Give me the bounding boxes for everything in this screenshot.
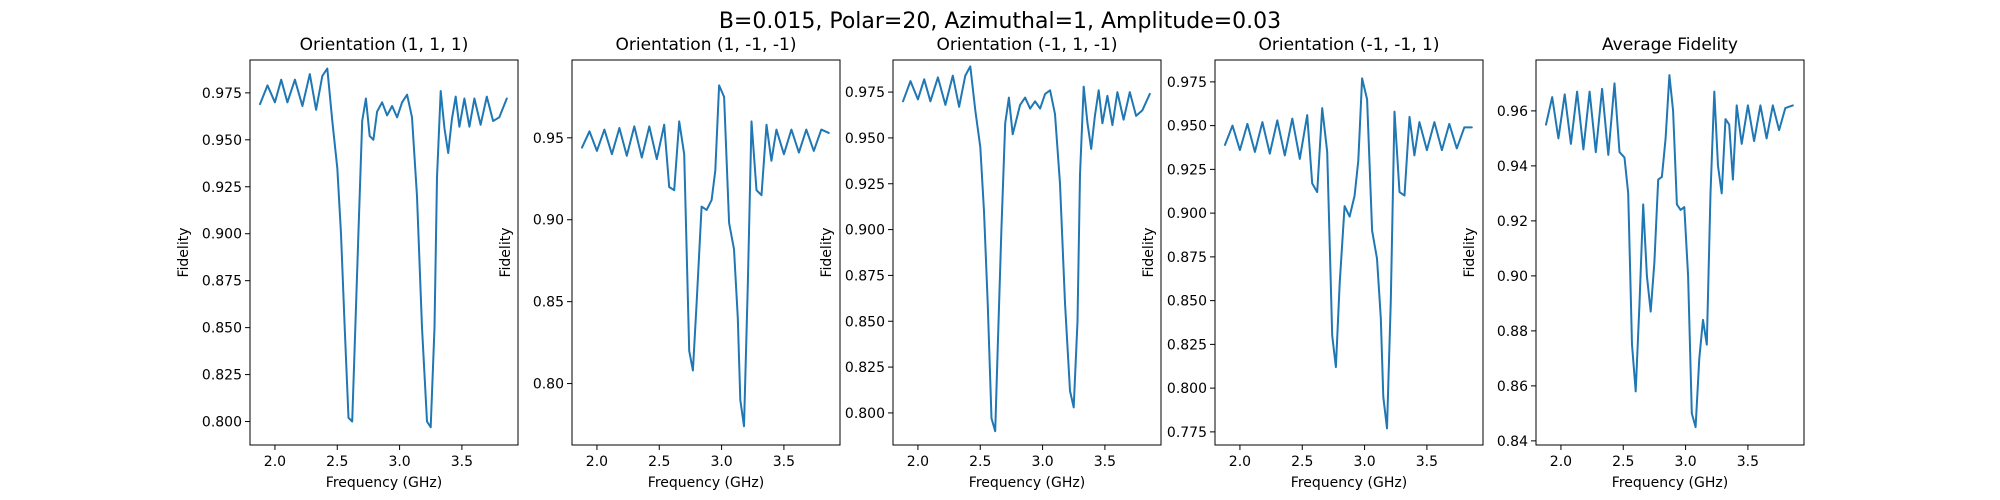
plot-frame bbox=[1535, 59, 1805, 446]
y-tick-label: 0.875 bbox=[202, 274, 242, 290]
subplot-2: Orientation (1, -1, -1) 2.0 2.5 3.0 3.5 0.80 0… bbox=[498, 35, 841, 491]
y-tick-label: 0.94 bbox=[1497, 159, 1528, 175]
y-tick-label: 0.80 bbox=[533, 377, 564, 393]
x-tick-label: 2.5 bbox=[648, 454, 670, 470]
y-axis-label: Fidelity bbox=[176, 228, 192, 278]
figure-suptitle: B=0.015, Polar=20, Azimuthal=1, Amplitud… bbox=[719, 9, 1281, 34]
series-line bbox=[259, 67, 508, 429]
x-axis-label: Frequency (GHz) bbox=[1612, 475, 1728, 491]
x-tick-label: 2.5 bbox=[326, 454, 348, 470]
y-tick-label: 0.800 bbox=[1167, 381, 1207, 397]
plot-frame bbox=[571, 59, 841, 446]
y-tick-label: 0.825 bbox=[1167, 337, 1207, 353]
y-tick-label: 0.850 bbox=[202, 321, 242, 337]
series-line bbox=[902, 65, 1151, 433]
subplot-1: Orientation (1, 1, 1) 2.0 2.5 3.0 3.5 0.800 0.… bbox=[176, 35, 519, 491]
y-tick-label: 0.92 bbox=[1497, 214, 1528, 230]
y-tick-label: 0.950 bbox=[1167, 119, 1207, 135]
y-tick-label: 0.85 bbox=[533, 295, 564, 311]
x-tick-label: 3.5 bbox=[1737, 454, 1759, 470]
y-tick-label: 0.850 bbox=[1167, 294, 1207, 310]
y-axis-label: Fidelity bbox=[819, 228, 835, 278]
y-tick-label: 0.96 bbox=[1497, 104, 1528, 120]
y-tick-label: 0.875 bbox=[1167, 250, 1207, 266]
y-tick-label: 0.825 bbox=[202, 368, 242, 384]
x-tick-label: 2.0 bbox=[1550, 454, 1572, 470]
y-tick-label: 0.900 bbox=[845, 223, 885, 239]
x-tick-label: 2.0 bbox=[1229, 454, 1251, 470]
x-axis-label: Frequency (GHz) bbox=[969, 475, 1085, 491]
subplot-title: Orientation (1, 1, 1) bbox=[300, 35, 469, 55]
x-tick-label: 2.5 bbox=[969, 454, 991, 470]
x-tick-label: 2.5 bbox=[1291, 454, 1313, 470]
y-tick-label: 0.800 bbox=[845, 406, 885, 422]
plot-frame bbox=[249, 59, 519, 446]
y-tick-label: 0.84 bbox=[1497, 434, 1528, 450]
y-tick-label: 0.800 bbox=[202, 415, 242, 431]
x-tick-label: 3.5 bbox=[451, 454, 473, 470]
series-line bbox=[1224, 77, 1473, 430]
y-tick-label: 0.88 bbox=[1497, 324, 1528, 340]
y-tick-label: 0.975 bbox=[1167, 75, 1207, 91]
x-axis-label: Frequency (GHz) bbox=[326, 475, 442, 491]
x-tick-label: 3.5 bbox=[1416, 454, 1438, 470]
y-tick-label: 0.900 bbox=[202, 227, 242, 243]
subplot-3: Orientation (-1, 1, -1) 2.0 2.5 3.0 3.5 0.800… bbox=[819, 35, 1162, 491]
x-tick-label: 3.0 bbox=[1031, 454, 1053, 470]
plot-frame bbox=[892, 59, 1162, 446]
y-axis-label: Fidelity bbox=[498, 228, 514, 278]
series-line bbox=[581, 84, 830, 428]
y-tick-label: 0.90 bbox=[533, 213, 564, 229]
x-axis-label: Frequency (GHz) bbox=[1291, 475, 1407, 491]
subplot-title: Orientation (1, -1, -1) bbox=[616, 35, 797, 55]
y-axis-label: Fidelity bbox=[1141, 228, 1157, 278]
x-tick-label: 2.5 bbox=[1612, 454, 1634, 470]
y-tick-label: 0.850 bbox=[845, 314, 885, 330]
x-tick-label: 3.0 bbox=[388, 454, 410, 470]
y-tick-label: 0.950 bbox=[202, 133, 242, 149]
y-tick-label: 0.86 bbox=[1497, 379, 1528, 395]
x-axis-label: Frequency (GHz) bbox=[648, 475, 764, 491]
y-tick-label: 0.950 bbox=[845, 131, 885, 147]
y-tick-label: 0.975 bbox=[845, 85, 885, 101]
x-tick-label: 3.0 bbox=[1353, 454, 1375, 470]
y-tick-label: 0.925 bbox=[845, 177, 885, 193]
series-line bbox=[1545, 74, 1794, 429]
subplot-title: Average Fidelity bbox=[1602, 35, 1738, 55]
x-tick-label: 3.5 bbox=[773, 454, 795, 470]
y-tick-label: 0.825 bbox=[845, 360, 885, 376]
subplot-title: Orientation (-1, -1, 1) bbox=[1259, 35, 1440, 55]
y-tick-label: 0.925 bbox=[1167, 162, 1207, 178]
y-tick-label: 0.925 bbox=[202, 180, 242, 196]
x-tick-label: 2.0 bbox=[586, 454, 608, 470]
y-tick-label: 0.775 bbox=[1167, 425, 1207, 441]
y-tick-label: 0.875 bbox=[845, 268, 885, 284]
subplot-grid: Orientation (1, 1, 1) 2.0 2.5 3.0 3.5 0.800 0.… bbox=[176, 35, 1805, 491]
y-tick-label: 0.900 bbox=[1167, 206, 1207, 222]
plot-frame bbox=[1214, 59, 1484, 446]
subplot-title: Orientation (-1, 1, -1) bbox=[937, 35, 1118, 55]
x-tick-label: 2.0 bbox=[264, 454, 286, 470]
y-tick-label: 0.95 bbox=[533, 131, 564, 147]
subplot-4: Orientation (-1, -1, 1) 2.0 2.5 3.0 3.5 0.775… bbox=[1141, 35, 1484, 491]
x-tick-label: 2.0 bbox=[907, 454, 929, 470]
y-axis-label: Fidelity bbox=[1462, 228, 1478, 278]
y-tick-label: 0.975 bbox=[202, 86, 242, 102]
x-tick-label: 3.5 bbox=[1094, 454, 1116, 470]
y-tick-label: 0.90 bbox=[1497, 269, 1528, 285]
subplot-5: Average Fidelity 2.0 2.5 3.0 3.5 0.84 0.86 0.88… bbox=[1462, 35, 1805, 491]
x-tick-label: 3.0 bbox=[1674, 454, 1696, 470]
x-tick-label: 3.0 bbox=[710, 454, 732, 470]
